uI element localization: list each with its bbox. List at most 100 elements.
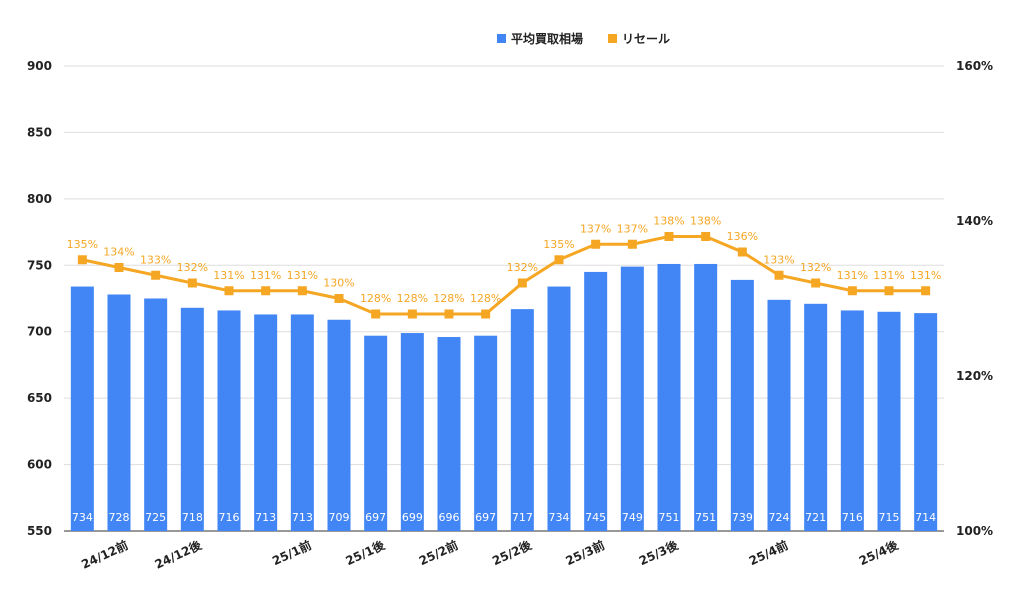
bar-value-label: 739 (732, 511, 753, 524)
bar (584, 271, 608, 531)
bars-layer: 734 728 725 718 716 713 713 709 697 699 696 697 717 7… (70, 263, 938, 531)
line-point (921, 286, 931, 296)
line-value-label: 133% (763, 253, 794, 266)
x-category-label: 25/1前 (270, 537, 314, 568)
line-point (407, 309, 417, 319)
line-value-label: 130% (323, 277, 354, 290)
line-value-label: 138% (690, 215, 721, 228)
bar-value-label: 715 (879, 511, 900, 524)
x-category-label: 25/1後 (343, 537, 388, 569)
line-point (334, 294, 344, 303)
line-value-label: 131% (250, 269, 281, 282)
line-value-label: 137% (580, 222, 611, 235)
line-value-label: 128% (470, 292, 501, 305)
line-value-label: 128% (433, 292, 464, 305)
line-point (517, 278, 527, 288)
line-point (847, 286, 857, 296)
line-point (187, 278, 197, 288)
y-left-tick-label: 700 (27, 325, 52, 339)
line-point (701, 232, 711, 241)
line-value-label: 132% (507, 261, 538, 274)
bar (620, 266, 644, 531)
line-value-label: 131% (213, 269, 244, 282)
legend-swatch-bar (497, 34, 506, 43)
x-category-label: 25/3後 (636, 537, 681, 569)
bar (877, 311, 901, 531)
bar-value-label: 724 (769, 511, 790, 524)
x-category-label: 25/2前 (416, 537, 460, 568)
bar (400, 333, 424, 531)
resale-line (82, 235, 926, 316)
line-value-label: 131% (287, 269, 318, 282)
bar (804, 303, 828, 531)
bar-value-label: 728 (109, 511, 130, 524)
grid-layer (64, 65, 944, 532)
line-point (481, 309, 491, 319)
bar-value-label: 699 (402, 511, 423, 524)
y-left-tick-label: 650 (27, 391, 52, 405)
line-value-label: 135% (543, 238, 574, 251)
y-left-tick-label: 600 (27, 458, 52, 472)
legend-swatch-line (608, 34, 617, 43)
bar (437, 337, 461, 531)
bar-value-label: 734 (72, 511, 93, 524)
bar-value-label: 713 (292, 511, 313, 524)
line-value-label: 138% (653, 215, 684, 228)
line-point (297, 286, 307, 296)
legend-label-bar: 平均買取相場 (511, 31, 583, 46)
bar (107, 294, 131, 531)
line-point (811, 278, 821, 288)
bar-value-label: 734 (549, 511, 570, 524)
x-category-label: 25/2後 (490, 537, 535, 569)
line-point (664, 232, 674, 241)
bar (364, 335, 388, 531)
bar-value-label: 751 (695, 511, 716, 524)
bar-value-label: 713 (255, 511, 276, 524)
bar-value-label: 751 (659, 511, 680, 524)
line-point (77, 255, 87, 265)
line-point (627, 239, 637, 249)
x-category-label: 24/12後 (152, 537, 204, 572)
bar (70, 286, 94, 531)
legend: 平均買取相場 リセール (497, 31, 670, 46)
y-left-tick-label: 550 (27, 524, 52, 538)
bar-value-label: 714 (915, 511, 936, 524)
line-point (261, 286, 271, 296)
bar (144, 298, 168, 531)
bar (694, 263, 718, 531)
bar (254, 314, 278, 531)
bar-value-label: 749 (622, 511, 643, 524)
bar (840, 310, 864, 531)
line-value-label: 135% (67, 238, 98, 251)
line-layer: 135% 134% 133% 132% 131% 131% 131% 130% 128% 128%… (67, 215, 941, 319)
y-left-tick-label: 900 (27, 59, 52, 73)
bar (327, 319, 351, 531)
line-value-label: 131% (837, 269, 868, 282)
line-value-label: 136% (727, 230, 758, 243)
line-point (114, 263, 124, 272)
y-left-tick-label: 850 (27, 125, 52, 139)
bar-value-label: 718 (182, 511, 203, 524)
line-value-label: 132% (177, 261, 208, 274)
bar-value-label: 697 (365, 511, 386, 524)
y-right-tick-label: 120% (956, 369, 993, 383)
line-value-label: 128% (397, 292, 428, 305)
x-category-label: 24/12前 (79, 537, 130, 572)
y-right-tick-label: 100% (956, 524, 993, 538)
y-right-tick-label: 140% (956, 214, 993, 228)
bar (217, 310, 241, 531)
bar (547, 286, 571, 531)
legend-label-line: リセール (622, 32, 670, 46)
bar-value-label: 721 (805, 511, 826, 524)
line-value-label: 131% (910, 269, 941, 282)
bar (657, 263, 681, 531)
line-point (371, 309, 381, 319)
bar-value-label: 696 (439, 511, 460, 524)
line-point (554, 255, 564, 265)
y-right-tick-label: 160% (956, 59, 993, 73)
line-point (444, 309, 454, 319)
bar (510, 309, 534, 531)
bar-value-label: 716 (842, 511, 863, 524)
